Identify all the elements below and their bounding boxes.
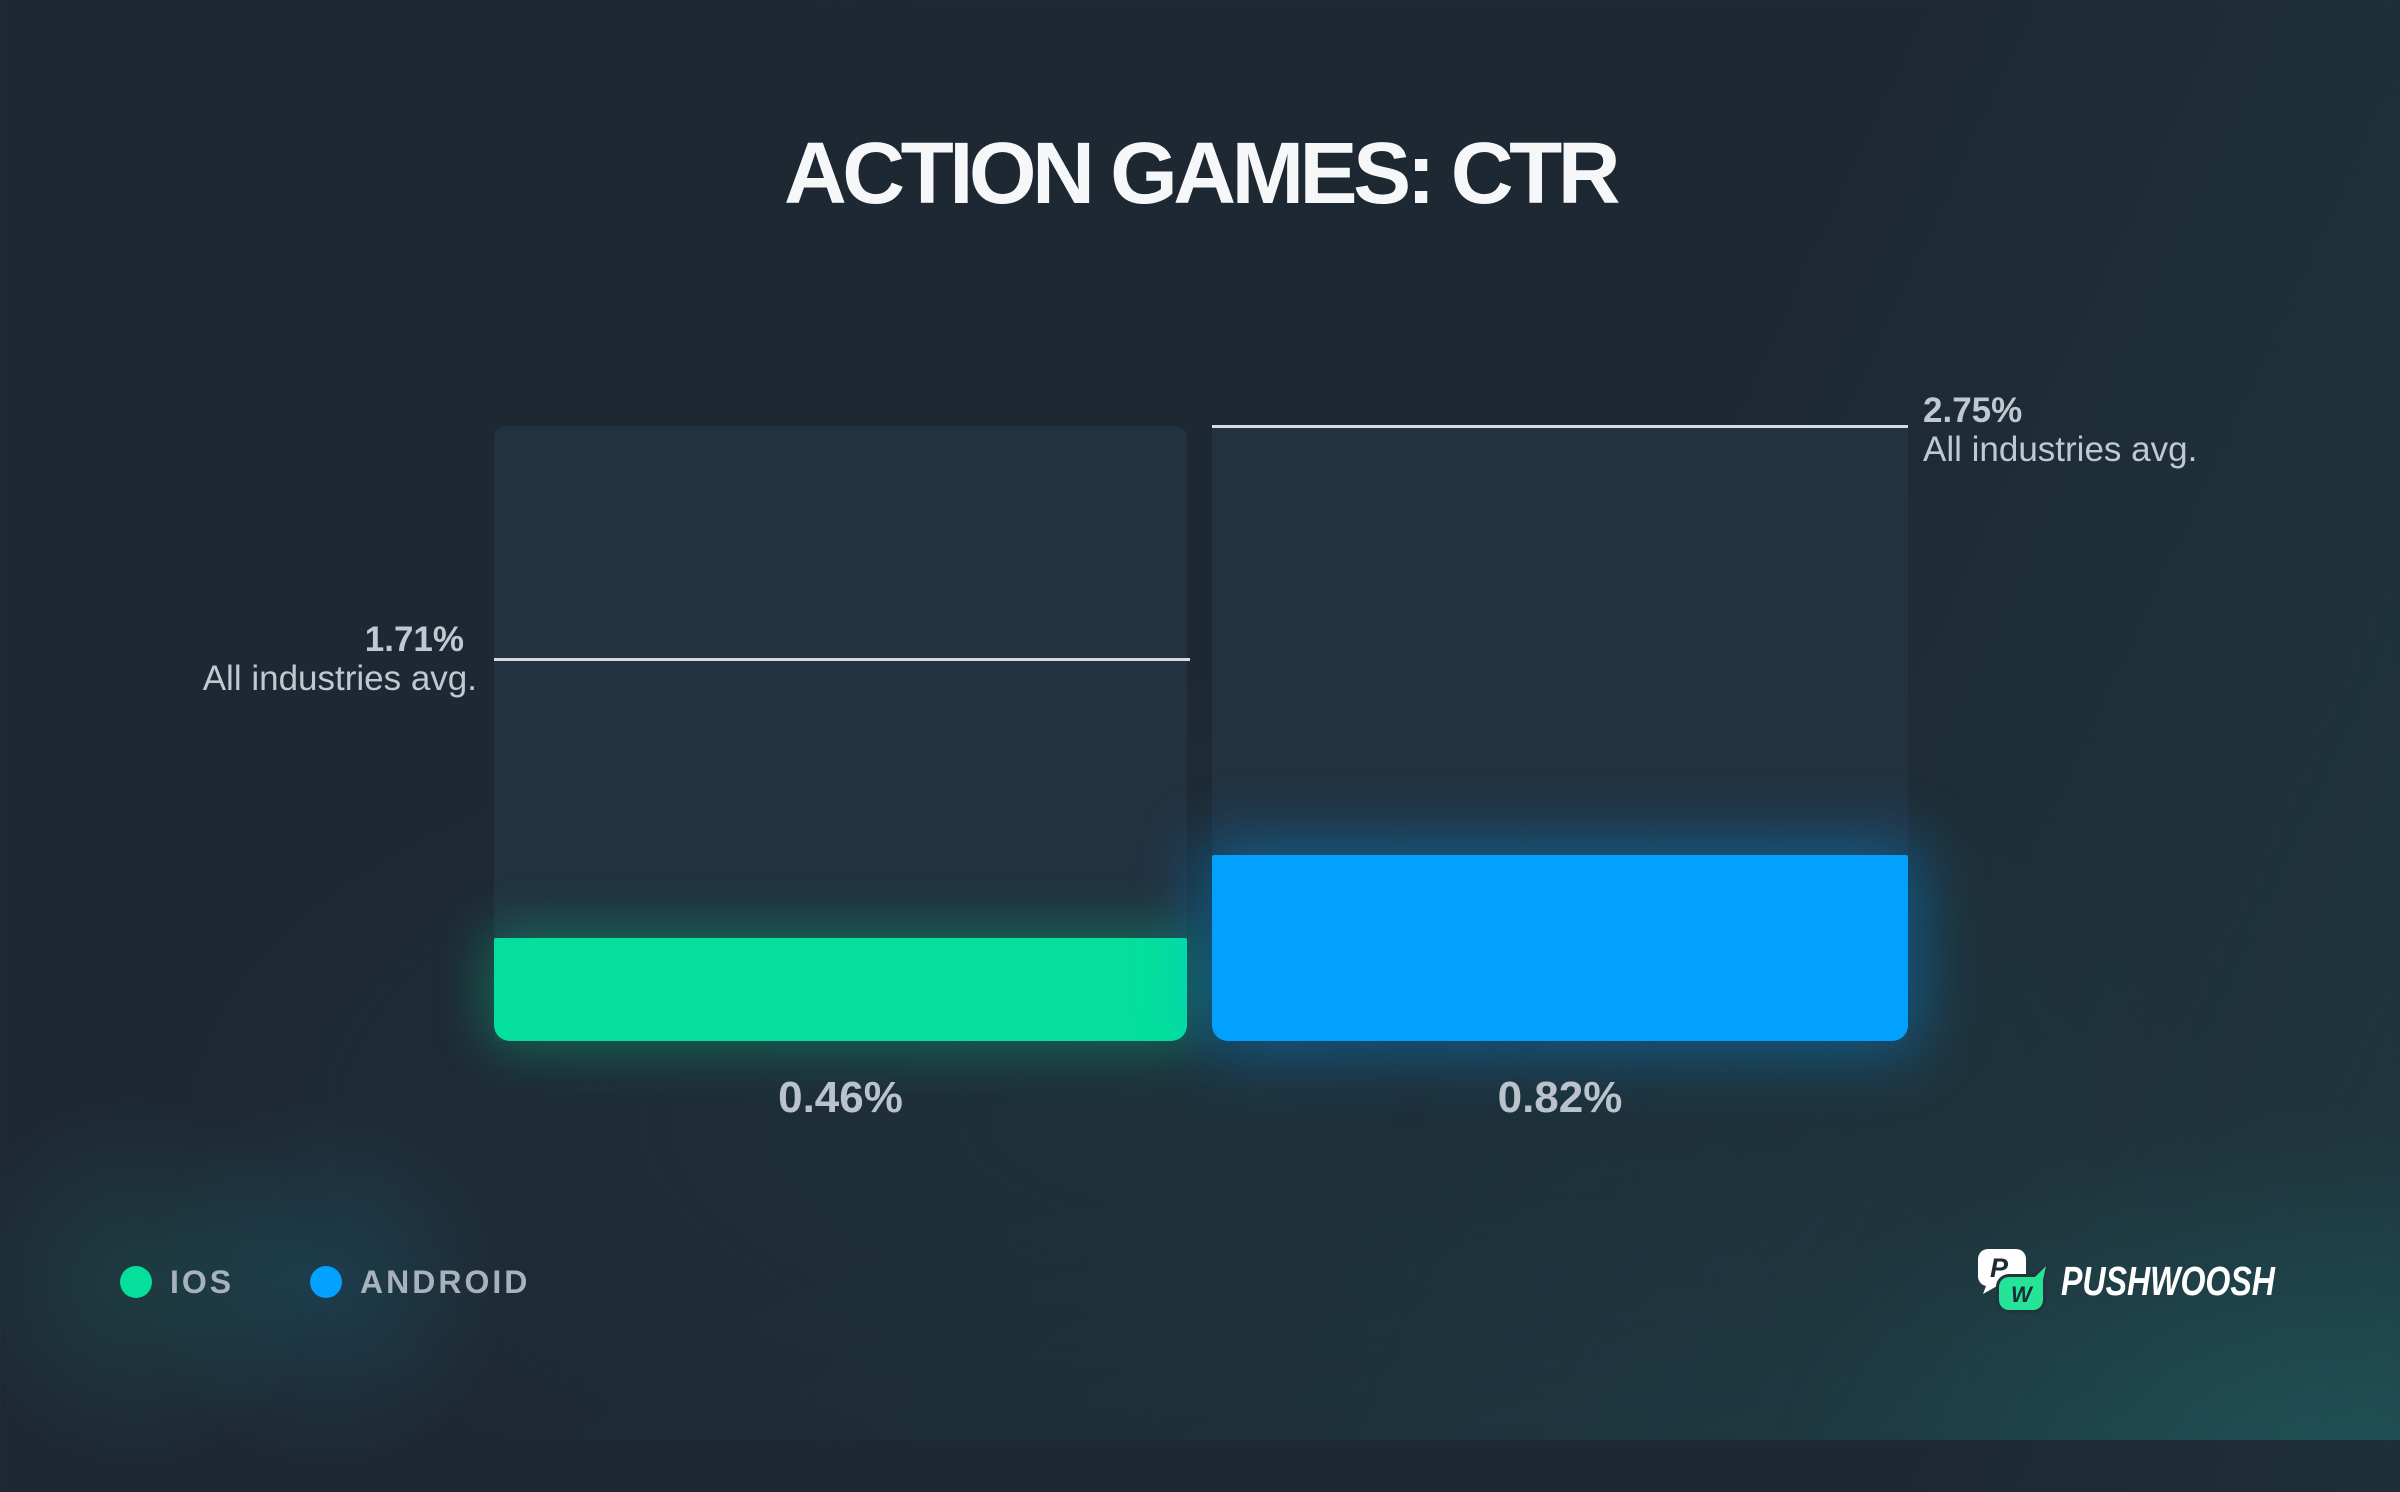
svg-text:PUSHWOOSH: PUSHWOOSH [2061,1258,2276,1304]
svg-text:P: P [1990,1253,2009,1283]
svg-text:W: W [2011,1282,2034,1307]
